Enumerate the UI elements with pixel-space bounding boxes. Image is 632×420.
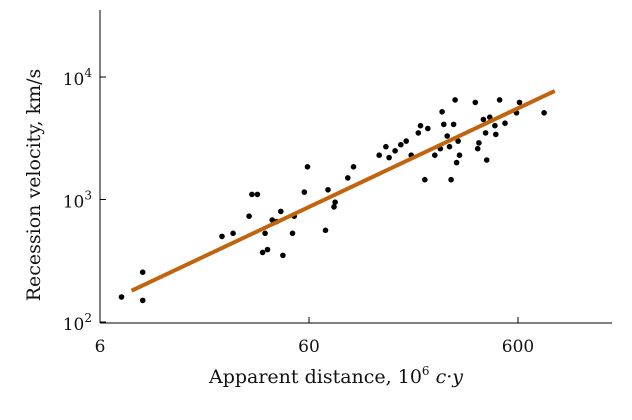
data-point [455,138,461,144]
x-axis-label-text: Apparent distance, 10 [208,366,422,388]
data-point [493,131,499,138]
data-point [444,133,451,139]
data-point [480,116,487,123]
data-point [345,175,351,181]
data-point [289,230,296,237]
data-point [483,157,490,163]
y-tick-label: 104 [63,66,93,90]
data-point [350,164,357,170]
data-point [322,227,329,234]
data-point [487,114,493,120]
data-point [448,176,454,183]
y-tick-label: 103 [63,189,92,213]
data-point [259,249,266,256]
y-tick-label: 102 [63,311,92,335]
data-point [502,120,508,126]
data-point [425,125,431,132]
data-point [432,152,438,158]
data-point [278,208,284,215]
data-point [441,121,447,128]
data-point [422,176,428,183]
data-point [383,143,389,150]
data-point [269,217,276,223]
data-point [325,187,331,193]
data-point [230,230,236,237]
data-point [304,164,311,170]
data-point [472,99,479,106]
x-tick-label: 60 [298,337,320,357]
data-point [219,233,225,240]
data-point [482,130,489,136]
data-point [139,297,146,304]
data-point [446,143,453,150]
data-point [417,122,424,129]
fit-line [130,89,556,293]
scatter-points [118,97,547,304]
data-point [398,141,404,148]
data-point [332,199,338,205]
data-point [456,152,463,158]
data-point [280,252,286,259]
data-point [246,213,252,219]
data-point [392,148,398,154]
data-point [139,269,146,276]
data-point [452,97,458,103]
y-axis-label: Recession velocity, km/s [23,69,45,302]
data-point [376,152,383,158]
data-point [415,130,422,136]
data-point [439,109,445,115]
data-point [450,121,457,128]
data-point [492,122,498,129]
data-point [386,154,392,161]
data-point [541,110,547,116]
data-point [474,145,481,152]
x-tick-label: 6 [95,337,106,357]
data-point [496,97,503,103]
x-axis-label-unit: c·y [430,366,464,388]
x-axis-label: Apparent distance, 106 c·y [208,364,463,388]
data-point [331,204,337,210]
x-tick-label: 600 [502,337,534,357]
data-point [264,246,271,253]
data-point [476,140,482,146]
data-point [262,230,268,237]
x-axis-label-exponent: 6 [422,364,430,378]
data-point [249,191,255,198]
data-point [301,189,308,195]
data-point [516,99,523,106]
ticks: 6 60 600 102 103 104 [63,66,535,357]
data-point [403,138,410,144]
data-point [254,191,261,198]
data-point [453,159,460,166]
data-point [118,294,125,300]
